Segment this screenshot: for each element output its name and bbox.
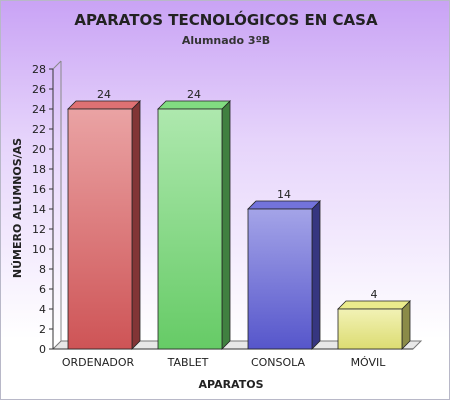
data-label: 24: [187, 88, 201, 101]
y-tick-label: 8: [39, 263, 46, 276]
x-tick-label: CONSOLA: [251, 356, 306, 369]
bar: [67, 108, 133, 350]
y-tick-label: 4: [39, 303, 46, 316]
y-tick-label: 20: [32, 143, 46, 156]
x-tick-label: MÓVIL: [351, 356, 387, 369]
y-tick-label: 22: [32, 123, 46, 136]
y-tick-label: 14: [32, 203, 46, 216]
data-label: 24: [97, 88, 111, 101]
y-tick-label: 0: [39, 343, 46, 356]
x-tick-label: ORDENADOR: [62, 356, 135, 369]
bar: [247, 208, 313, 350]
bar: [337, 308, 403, 350]
data-label: 4: [371, 288, 378, 301]
y-tick-label: 16: [32, 183, 46, 196]
chart-title: APARATOS TECNOLÓGICOS EN CASA: [74, 10, 378, 29]
chart-subtitle: Alumnado 3ºB: [182, 34, 270, 47]
data-label: 14: [277, 188, 291, 201]
y-tick-label: 6: [39, 283, 46, 296]
bar-side: [221, 100, 231, 350]
bar-top: [67, 100, 141, 110]
x-tick-label: TABLET: [167, 356, 209, 369]
x-axis-title: APARATOS: [199, 378, 264, 391]
y-tick-label: 2: [39, 323, 46, 336]
y-tick-label: 24: [32, 103, 46, 116]
y-tick-label: 28: [32, 63, 46, 76]
bar-top: [337, 300, 411, 310]
bar-top: [247, 200, 321, 210]
bar: [157, 108, 223, 350]
y-tick-label: 18: [32, 163, 46, 176]
y-tick-label: 26: [32, 83, 46, 96]
plot-area: 024681012141618202224262824ORDENADOR24TA…: [32, 60, 423, 369]
bar-side: [311, 200, 321, 350]
y-tick-label: 12: [32, 223, 46, 236]
bar-top: [157, 100, 231, 110]
y-axis-title: NÚMERO ALUMNOS/AS: [11, 138, 24, 278]
back-wall-corner: [52, 60, 62, 70]
bar-side: [131, 100, 141, 350]
y-tick-label: 10: [32, 243, 46, 256]
